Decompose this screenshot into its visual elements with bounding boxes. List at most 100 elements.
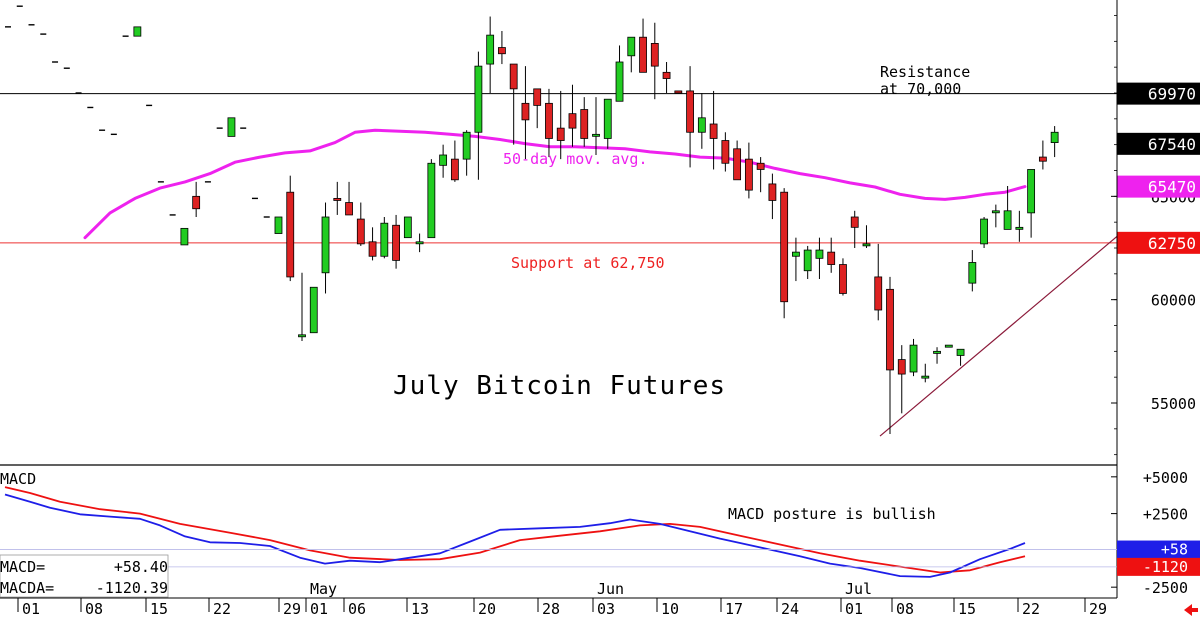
x-tick-label: 15: [150, 600, 168, 618]
candle: [603, 98, 612, 149]
candle: [368, 227, 377, 261]
candle-body: [968, 262, 977, 284]
candle-body: [286, 191, 295, 278]
candle-body: [944, 344, 953, 348]
candle-body: [462, 131, 471, 160]
candle: [180, 227, 189, 246]
candle-body: [356, 218, 365, 245]
macd-badge-label: +58: [1161, 541, 1188, 559]
candle: [933, 347, 941, 364]
candle: [450, 140, 459, 182]
candle: [980, 217, 988, 248]
x-tick-label: 29: [283, 600, 301, 618]
candle-body: [603, 98, 612, 139]
candle-body: [380, 222, 389, 257]
candle-body: [662, 71, 671, 79]
candle: [1050, 126, 1059, 158]
candle: [768, 173, 777, 220]
price-tick-label: 55000: [1151, 395, 1196, 413]
macd-readout-box: [0, 554, 169, 598]
moving-average-layer: [83, 128, 1027, 240]
x-tick-label: 08: [85, 600, 103, 618]
resistance-annotation-line1: Resistance: [880, 63, 970, 81]
candle: [733, 140, 742, 181]
candle-body: [1003, 210, 1012, 230]
candle-body: [392, 224, 400, 261]
macd-badge-bg: [1117, 540, 1200, 559]
candle: [192, 181, 201, 217]
candle-body: [874, 276, 883, 311]
candle: [509, 63, 518, 145]
candle: [403, 216, 412, 239]
macd-tick-label: +5000: [1143, 469, 1188, 487]
candle-body: [627, 36, 636, 57]
candle: [498, 31, 506, 65]
candle-body: [403, 216, 412, 239]
price-badge-bg: [1117, 132, 1200, 155]
candle-body: [839, 264, 847, 294]
candle-body: [333, 197, 342, 201]
candle: [1015, 210, 1024, 242]
x-month-label: Jul: [845, 580, 872, 598]
price-badge-bg: [1117, 82, 1200, 105]
macd-axis: +5000 +2500 -2500: [1111, 469, 1188, 597]
price-badge-label: 69970: [1148, 85, 1196, 104]
x-tick-label: 29: [1089, 600, 1107, 618]
candle: [392, 214, 400, 269]
macd-tick-label: +2500: [1143, 506, 1188, 524]
candle-body: [321, 216, 330, 274]
candle-body: [415, 241, 424, 245]
macd-badges: +58-1120: [0, 540, 1200, 576]
x-tick-label: 28: [542, 600, 560, 618]
candle: [556, 90, 565, 160]
candle: [744, 142, 753, 199]
x-tick-label: 24: [781, 600, 799, 618]
candle-body: [803, 249, 812, 272]
price-badge: 62750: [1117, 231, 1200, 254]
scroll-right-arrow-icon[interactable]: [1184, 604, 1198, 616]
candle: [639, 18, 647, 73]
candle-body: [227, 117, 236, 137]
candlestick-series: [5, 5, 1059, 434]
candle-body: [744, 158, 753, 191]
candle-body: [427, 162, 436, 239]
macd-signal-line: [4, 486, 1026, 574]
macd-badge-label: -1120: [1143, 558, 1188, 576]
macd-badge: -1120: [0, 557, 1200, 576]
candle-body: [298, 334, 306, 338]
candle: [1003, 186, 1012, 230]
candle: [545, 88, 553, 158]
candle: [615, 45, 624, 102]
candle: [1038, 140, 1047, 170]
candle-body: [815, 249, 824, 259]
x-tick-label: 15: [958, 600, 976, 618]
candle: [897, 345, 906, 414]
candle-body: [733, 148, 742, 181]
candle-body: [568, 113, 577, 129]
candle: [462, 130, 471, 176]
candle: [792, 237, 800, 282]
candle-body: [439, 154, 448, 166]
x-tick-label: 13: [411, 600, 429, 618]
candle-body: [133, 26, 142, 37]
candle: [486, 16, 495, 93]
candle: [380, 217, 389, 259]
candle: [827, 237, 836, 273]
candle-body: [792, 251, 800, 257]
candle-body: [498, 47, 506, 55]
candle: [968, 250, 977, 292]
support-annotation: Support at 62,750: [511, 254, 665, 272]
candle: [991, 204, 1000, 228]
macda-readout-label: MACDA=: [0, 579, 54, 597]
candle: [886, 276, 894, 434]
candle: [356, 202, 365, 246]
resistance-annotation-line2: at 70,000: [880, 80, 961, 98]
x-tick-label: 01: [845, 600, 863, 618]
macd-badge-bg: [1117, 557, 1200, 576]
candle: [333, 181, 342, 215]
candle-body: [192, 195, 201, 210]
candle: [815, 237, 824, 279]
candle-body: [709, 123, 718, 139]
